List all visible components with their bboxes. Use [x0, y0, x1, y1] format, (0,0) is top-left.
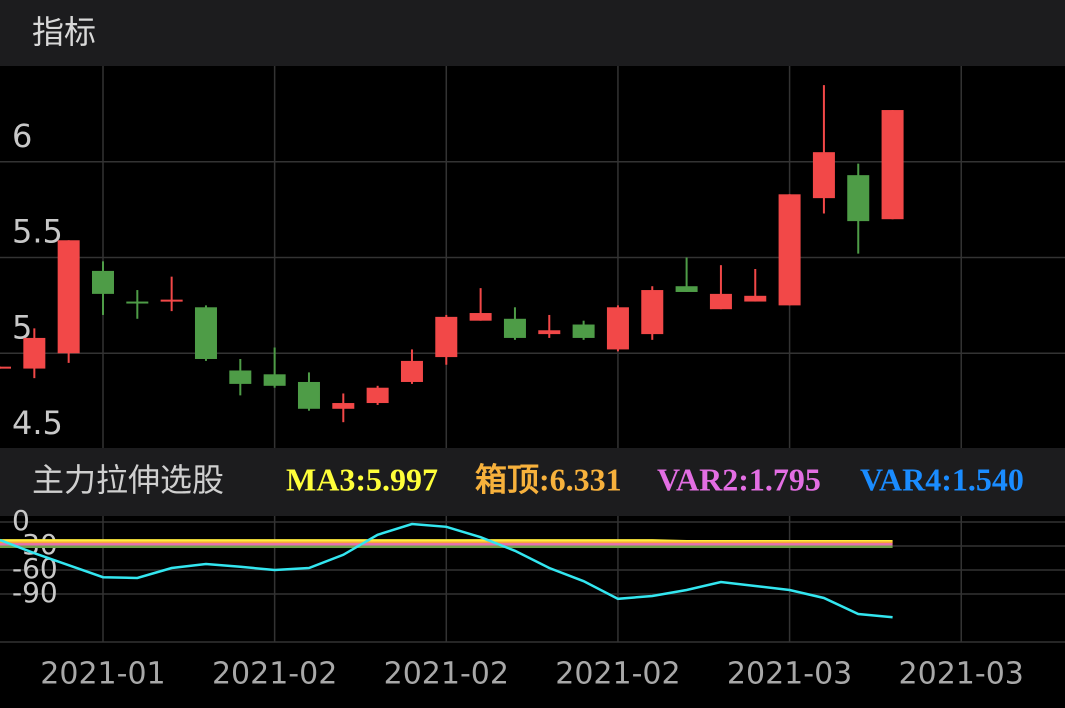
- header-title: 指标: [32, 13, 96, 51]
- x-tick-label: 2021-02: [384, 657, 509, 692]
- candle-body: [366, 387, 389, 404]
- candle-body: [709, 293, 732, 310]
- candle-body: [778, 194, 801, 306]
- y-tick-label: 5.5: [12, 213, 63, 251]
- candle-body: [744, 295, 767, 302]
- x-tick-label: 2021-01: [40, 657, 165, 692]
- indicator-value: 箱顶:6.331: [475, 461, 622, 497]
- indicator-chart: 0-30-60-90: [0, 504, 1065, 643]
- candle-chart: 6 5.5 5 4.5: [0, 66, 1065, 450]
- candle-body: [469, 313, 492, 321]
- candle-body: [812, 152, 835, 199]
- candle-body: [847, 175, 870, 222]
- x-tick-label: 2021-03: [727, 657, 852, 692]
- candle-body: [91, 270, 114, 294]
- indicator-value: VAR4:1.540: [860, 461, 1024, 497]
- indicator-value: VAR2:1.795: [657, 461, 821, 497]
- candle-body: [881, 110, 904, 220]
- indicator-line: [0, 539, 893, 543]
- indicator-bar: [0, 448, 1065, 516]
- candle-body: [57, 240, 80, 354]
- y-tick-label: -90: [12, 576, 58, 609]
- candle-body: [538, 330, 561, 335]
- candle-body: [0, 366, 11, 369]
- candle-body: [435, 316, 458, 358]
- x-tick-label: 2021-02: [212, 657, 337, 692]
- candle-body: [263, 374, 286, 386]
- indicator-line: [0, 522, 893, 619]
- candle-body: [400, 360, 423, 382]
- candle-body: [126, 301, 149, 304]
- header-bar: [0, 0, 1065, 66]
- candle-body: [229, 370, 252, 384]
- x-tick-label: 2021-03: [899, 657, 1024, 692]
- y-tick-label: 4.5: [12, 404, 63, 442]
- candle-body: [297, 381, 320, 409]
- y-tick-label: 6: [12, 117, 32, 155]
- candle-body: [160, 299, 183, 302]
- candle-body: [332, 403, 355, 409]
- candle-body: [641, 290, 664, 335]
- y-tick-label: 0: [12, 504, 30, 537]
- candle-body: [675, 286, 698, 292]
- indicator-value: MA3:5.997: [286, 461, 438, 497]
- indicator-title: 主力拉伸选股: [32, 461, 224, 499]
- candle-body: [606, 307, 629, 350]
- x-tick-label: 2021-02: [555, 657, 680, 692]
- candle-body: [23, 337, 46, 369]
- y-tick-label: 5: [12, 308, 32, 346]
- candle-body: [572, 324, 595, 338]
- candle-body: [194, 307, 217, 359]
- candle-body: [503, 318, 526, 338]
